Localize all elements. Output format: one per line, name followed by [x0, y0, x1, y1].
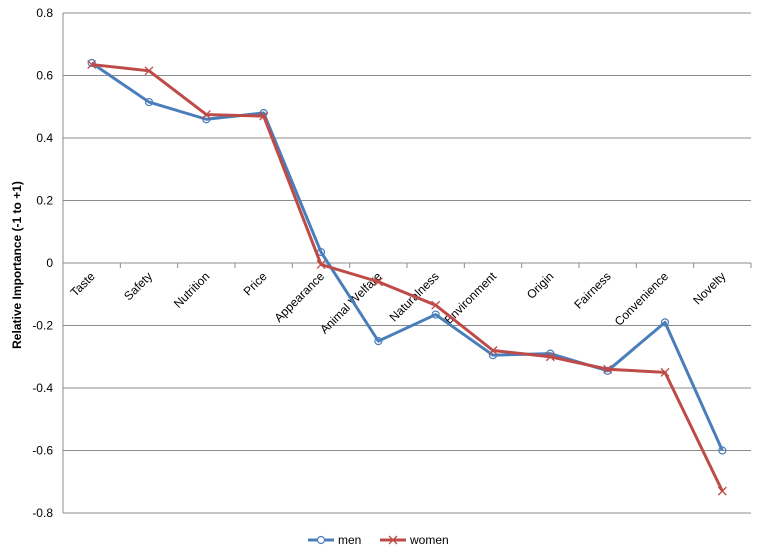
y-tick-label: 0.6 [36, 69, 53, 83]
legend-label: women [409, 533, 449, 547]
data-point [144, 66, 154, 76]
data-point [431, 300, 441, 310]
data-point [660, 367, 670, 377]
y-tick-label: -0.2 [32, 319, 53, 333]
data-point [374, 337, 383, 346]
y-tick-label: 0 [46, 256, 53, 270]
data-point [259, 111, 269, 121]
y-axis-label: Relative Importance (-1 to +1) [10, 181, 24, 349]
data-point [488, 346, 498, 355]
data-point [603, 364, 613, 374]
legend-marker [388, 535, 398, 545]
data-point [144, 97, 154, 107]
data-point [545, 352, 555, 362]
data-point [717, 486, 727, 496]
category-label: Novelty [690, 269, 728, 307]
category-label: Fairness [571, 269, 613, 311]
y-tick-label: -0.4 [32, 381, 53, 395]
y-tick-label: 0.2 [36, 194, 53, 208]
data-point [87, 60, 97, 70]
data-point [316, 260, 326, 270]
category-label: Nutrition [171, 269, 212, 310]
category-label: Price [241, 269, 270, 298]
gridlines [62, 12, 752, 514]
data-point [373, 277, 383, 287]
data-point [660, 318, 670, 327]
legend: men women [308, 533, 449, 547]
series-women [87, 60, 727, 496]
legend-item-women: women [380, 533, 449, 547]
category-label: Taste [68, 269, 98, 299]
series-layer [87, 58, 727, 496]
legend-marker [316, 535, 326, 545]
category-label: Safety [121, 269, 155, 303]
category-label: Origin [524, 269, 557, 302]
data-point [87, 58, 96, 68]
data-point [201, 110, 211, 120]
series-line [90, 61, 724, 452]
legend-label: men [338, 533, 361, 547]
data-point [431, 310, 440, 319]
series-men [87, 58, 727, 455]
series-line [91, 63, 724, 492]
y-tick-label: -0.6 [32, 444, 53, 458]
category-label: Appearance [271, 269, 327, 325]
y-tick-labels: 0.8 0.6 0.4 0.2 0 -0.2 -0.4 -0.6 -0.8 [32, 6, 53, 520]
legend-item-men: men [308, 533, 361, 547]
y-tick-label: 0.8 [36, 6, 53, 20]
category-labels: Taste Safety Nutrition Price AppearanceAnima… [68, 269, 729, 337]
y-tick-label: -0.8 [32, 506, 53, 520]
data-point [718, 446, 727, 455]
y-tick-label: 0.4 [36, 131, 53, 145]
